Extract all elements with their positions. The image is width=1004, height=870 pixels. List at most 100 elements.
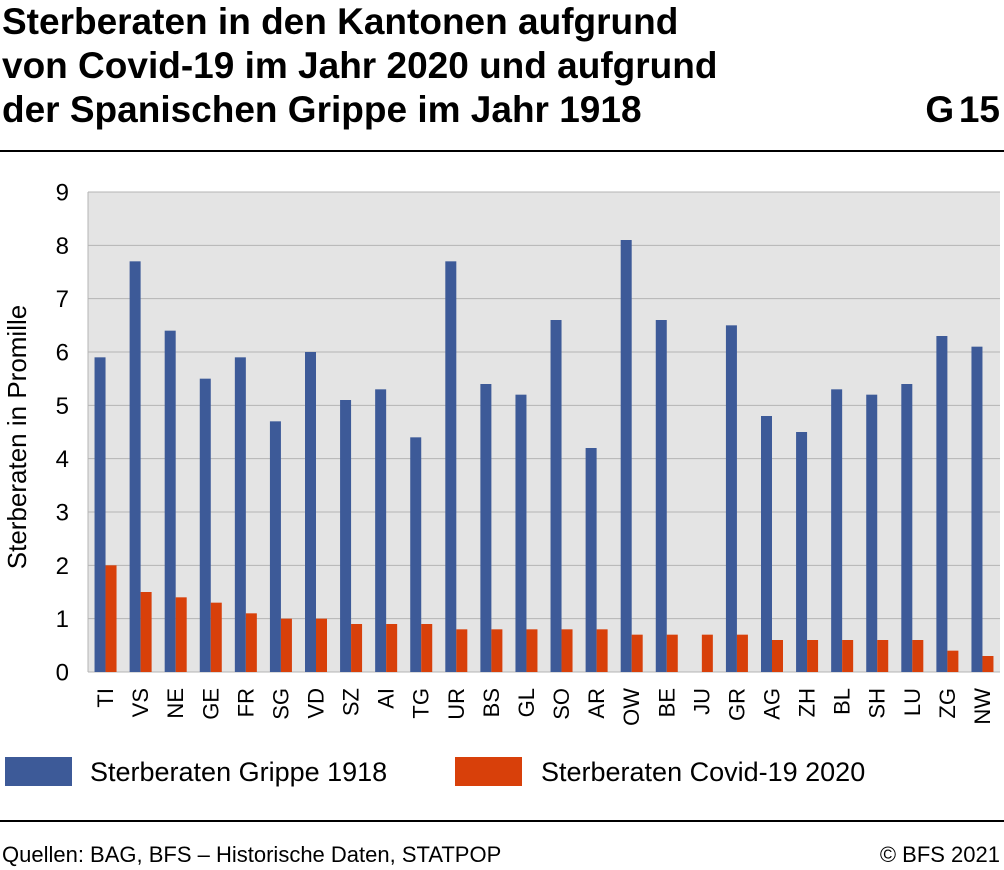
bar-sterberaten-grippe-1918-sg: [269, 421, 281, 672]
bar-sterberaten-grippe-1918-nw: [971, 346, 983, 672]
y-tick-label: 4: [56, 446, 69, 473]
bar-sterberaten-covid-19-2020-gr: [736, 634, 748, 672]
legend-swatch-covid-19-2020: [455, 757, 522, 786]
x-tick-label: ZH: [795, 688, 820, 717]
x-tick-label: GR: [724, 688, 749, 721]
x-tick-label: VD: [304, 688, 329, 719]
x-tick-label: AG: [760, 688, 785, 720]
bar-sterberaten-covid-19-2020-lu: [912, 640, 924, 672]
y-tick-label: 3: [56, 500, 69, 527]
bar-sterberaten-covid-19-2020-fr: [245, 613, 257, 672]
bar-sterberaten-grippe-1918-gr: [725, 325, 737, 672]
y-tick-label: 1: [56, 606, 69, 633]
bar-sterberaten-covid-19-2020-vd: [316, 618, 327, 672]
bar-sterberaten-grippe-1918-vd: [305, 352, 316, 672]
bar-sterberaten-covid-19-2020-ge: [210, 602, 222, 672]
copyright-note: © BFS 2021: [879, 842, 1000, 867]
x-tick-label: TG: [409, 688, 434, 719]
bar-sterberaten-covid-19-2020-ar: [596, 629, 608, 672]
bar-sterberaten-covid-19-2020-be: [666, 634, 678, 672]
x-tick-label: NE: [163, 688, 188, 719]
y-axis-ticks: 0 1 2 3 4 5 6 7 8 9: [56, 180, 69, 687]
bar-sterberaten-covid-19-2020-ow: [631, 634, 643, 672]
x-tick-label: SH: [865, 688, 890, 719]
x-tick-label: AI: [374, 688, 399, 709]
bar-sterberaten-covid-19-2020-zh: [807, 640, 819, 672]
bar-sterberaten-grippe-1918-ow: [620, 240, 632, 672]
bar-sterberaten-grippe-1918-bs: [480, 384, 492, 672]
footer-divider: [0, 820, 1004, 822]
x-tick-label: OW: [619, 688, 644, 726]
bar-chart: 0 1 2 3 4 5 6 7 8 9 TI VS NE GE FR SG VD SZ AI TG UR BS GL SO A…: [2, 180, 1000, 726]
bar-sterberaten-grippe-1918-bl: [831, 389, 843, 672]
x-tick-label: GL: [514, 688, 539, 717]
x-tick-label: UR: [444, 688, 469, 720]
bar-sterberaten-grippe-1918-ti: [94, 357, 106, 672]
bar-sterberaten-grippe-1918-ag: [761, 416, 772, 672]
bar-sterberaten-grippe-1918-tg: [410, 437, 422, 672]
bar-sterberaten-covid-19-2020-bl: [842, 640, 854, 672]
x-axis-ticks: TI VS NE GE FR SG VD SZ AI TG UR BS GL SO AR OW BE JU GR AG…: [93, 688, 995, 726]
bar-sterberaten-grippe-1918-ur: [445, 261, 457, 672]
legend-label-covid-19-2020: Sterberaten Covid-19 2020: [541, 757, 866, 787]
bar-sterberaten-grippe-1918-sh: [866, 394, 878, 672]
plot-background: [88, 192, 1000, 672]
y-tick-label: 7: [56, 286, 69, 313]
bar-sterberaten-covid-19-2020-ti: [105, 565, 117, 672]
bar-sterberaten-covid-19-2020-sz: [351, 624, 363, 672]
bar-sterberaten-grippe-1918-ai: [375, 389, 387, 672]
y-tick-label: 2: [56, 553, 69, 580]
x-tick-label: BE: [654, 688, 679, 717]
x-tick-label: LU: [900, 688, 925, 716]
bar-sterberaten-covid-19-2020-zg: [947, 650, 959, 672]
y-tick-label: 0: [56, 660, 69, 687]
source-note: Quellen: BAG, BFS – Historische Daten, S…: [2, 842, 502, 867]
bar-sterberaten-grippe-1918-so: [550, 320, 562, 672]
x-tick-label: FR: [233, 688, 258, 717]
y-axis-label: Sterberaten in Promille: [2, 305, 32, 569]
bar-sterberaten-covid-19-2020-vs: [140, 592, 152, 672]
y-tick-label: 8: [56, 233, 69, 260]
bar-sterberaten-grippe-1918-gl: [515, 394, 527, 672]
y-tick-label: 6: [56, 340, 69, 367]
x-tick-label: ZG: [935, 688, 960, 719]
bar-sterberaten-covid-19-2020-nw: [982, 656, 994, 672]
bar-sterberaten-covid-19-2020-ag: [772, 640, 783, 672]
bar-sterberaten-covid-19-2020-tg: [421, 624, 433, 672]
bar-sterberaten-grippe-1918-vs: [129, 261, 141, 672]
figure-number: G 15: [925, 89, 1000, 130]
x-tick-label: NW: [970, 688, 995, 725]
bar-sterberaten-covid-19-2020-ne: [175, 597, 187, 672]
legend-label-grippe-1918: Sterberaten Grippe 1918: [90, 757, 388, 787]
bar-sterberaten-covid-19-2020-so: [561, 629, 573, 672]
x-tick-label: BL: [830, 688, 855, 715]
bar-sterberaten-grippe-1918-zh: [796, 432, 808, 672]
bar-sterberaten-covid-19-2020-bs: [491, 629, 503, 672]
bar-sterberaten-grippe-1918-zg: [936, 336, 948, 672]
bar-sterberaten-grippe-1918-be: [655, 320, 667, 672]
x-tick-label: VS: [128, 688, 153, 717]
bar-sterberaten-grippe-1918-ar: [585, 448, 597, 672]
x-tick-label: JU: [689, 688, 714, 715]
bars: [94, 240, 994, 672]
x-tick-label: TI: [93, 688, 118, 708]
legend-swatch-grippe-1918: [5, 757, 72, 786]
bar-sterberaten-grippe-1918-ne: [164, 330, 176, 672]
y-tick-label: 5: [56, 393, 69, 420]
bar-sterberaten-covid-19-2020-ju: [701, 634, 713, 672]
title-divider: [0, 150, 1004, 152]
x-tick-label: SZ: [339, 688, 364, 716]
bar-sterberaten-grippe-1918-fr: [234, 357, 246, 672]
x-tick-label: SO: [549, 688, 574, 720]
bar-sterberaten-covid-19-2020-sh: [877, 640, 889, 672]
bar-sterberaten-covid-19-2020-gl: [526, 629, 538, 672]
x-tick-label: GE: [198, 688, 223, 720]
x-tick-label: SG: [268, 688, 293, 720]
bar-sterberaten-covid-19-2020-ur: [456, 629, 468, 672]
y-tick-label: 9: [56, 180, 69, 207]
bar-sterberaten-grippe-1918-sz: [340, 400, 352, 672]
bar-sterberaten-covid-19-2020-ai: [386, 624, 398, 672]
bar-sterberaten-covid-19-2020-sg: [280, 618, 292, 672]
bar-sterberaten-grippe-1918-ge: [199, 378, 211, 672]
x-tick-label: BS: [479, 688, 504, 717]
